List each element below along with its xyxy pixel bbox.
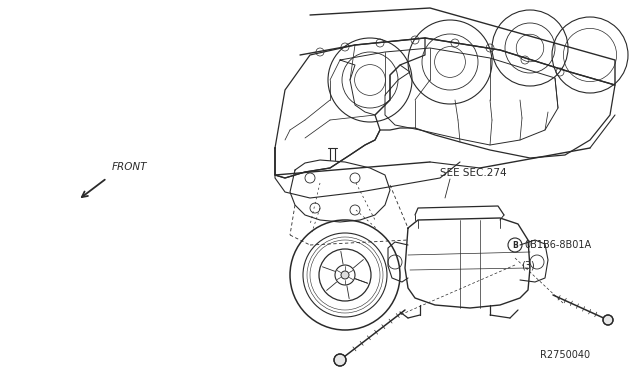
Text: R2750040: R2750040 <box>540 350 590 360</box>
Text: FRONT: FRONT <box>112 162 147 172</box>
Circle shape <box>334 354 346 366</box>
Text: B: B <box>512 241 518 250</box>
Circle shape <box>603 315 613 325</box>
Text: (3): (3) <box>521 260 535 270</box>
Circle shape <box>341 271 349 279</box>
Text: 0B1B6-8B01A: 0B1B6-8B01A <box>524 240 591 250</box>
Text: SEE SEC.274: SEE SEC.274 <box>440 168 507 178</box>
